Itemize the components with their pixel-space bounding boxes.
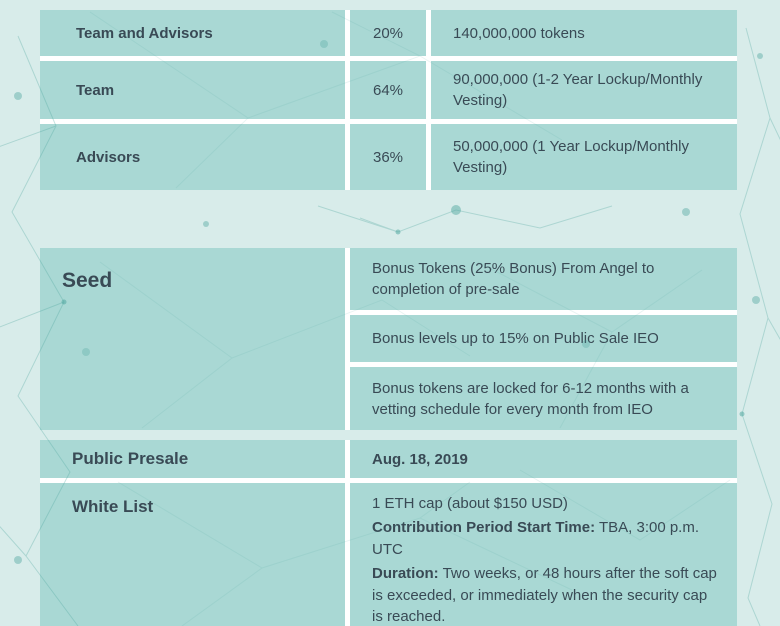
- seed-label: Seed: [40, 248, 345, 430]
- duration-value: Two weeks, or 48 hours after the soft ca…: [372, 565, 717, 626]
- allocation-detail-cell: 90,000,000 (1-2 Year Lockup/Monthly Vest…: [431, 61, 737, 119]
- allocation-percent-cell: 20%: [350, 10, 426, 56]
- sale-schedule-table: Public Presale Aug. 18, 2019 White List …: [40, 440, 737, 626]
- allocation-detail-cell: 140,000,000 tokens: [431, 10, 737, 56]
- allocation-detail-cell: 50,000,000 (1 Year Lockup/Monthly Vestin…: [431, 124, 737, 190]
- eth-cap-line: 1 ETH cap (about $150 USD): [372, 493, 717, 514]
- seed-section: Seed Bonus Tokens (25% Bonus) From Angel…: [40, 248, 737, 430]
- allocation-percent-cell: 36%: [350, 124, 426, 190]
- token-sale-content: Team and Advisors 20% 140,000,000 tokens…: [40, 10, 737, 626]
- token-allocation-table: Team and Advisors 20% 140,000,000 tokens…: [40, 10, 737, 190]
- seed-bonus-item: Bonus levels up to 15% on Public Sale IE…: [350, 315, 737, 362]
- contribution-period-value: TBA, 3:00 p.m. UTC: [372, 519, 700, 558]
- duration-label: Duration:: [372, 565, 439, 583]
- public-presale-date: Aug. 18, 2019: [350, 440, 737, 478]
- contribution-period-label: Contribution Period Start Time:: [372, 519, 596, 537]
- public-presale-label: Public Presale: [40, 440, 345, 478]
- seed-bonus-item: Bonus tokens are locked for 6-12 months …: [350, 367, 737, 430]
- duration-line: Duration: Two weeks, or 48 hours after t…: [372, 563, 717, 626]
- whitelist-details: 1 ETH cap (about $150 USD) Contribution …: [350, 483, 737, 626]
- whitelist-label: White List: [40, 483, 345, 626]
- allocation-label-cell: Team: [40, 61, 345, 119]
- allocation-label-cell: Team and Advisors: [40, 10, 345, 56]
- allocation-percent-cell: 64%: [350, 61, 426, 119]
- eth-cap-text: 1 ETH cap (about $150 USD): [372, 495, 568, 512]
- allocation-label-cell: Advisors: [40, 124, 345, 190]
- contribution-period-line: Contribution Period Start Time: TBA, 3:0…: [372, 517, 717, 560]
- seed-bonus-item: Bonus Tokens (25% Bonus) From Angel to c…: [350, 248, 737, 310]
